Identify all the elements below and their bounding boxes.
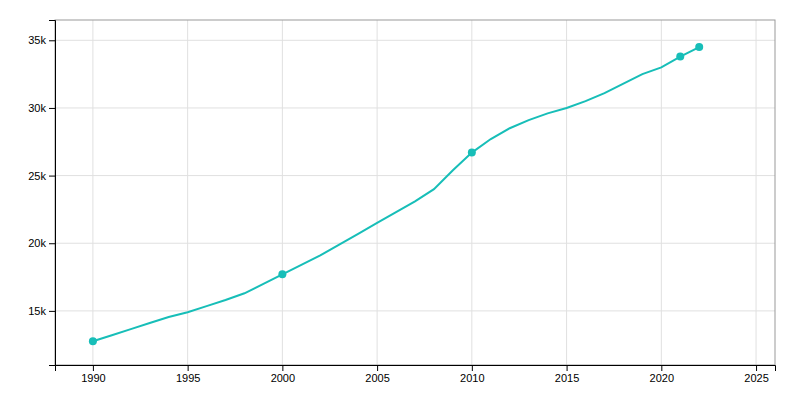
grid-line — [92, 20, 93, 365]
y-tick-label: 20k — [28, 237, 46, 249]
x-tick-mark — [282, 365, 283, 371]
x-tick-mark — [377, 365, 378, 371]
x-tick: 1990 — [81, 365, 105, 384]
x-tick-label: 1990 — [81, 372, 105, 384]
y-tick-label: 25k — [28, 170, 46, 182]
point — [468, 149, 476, 157]
x-tick-label: 2025 — [744, 372, 768, 384]
x-tick-label: 2000 — [271, 372, 295, 384]
y-tick: 25k — [28, 170, 55, 182]
grid-line — [55, 175, 775, 176]
grid-line — [377, 20, 378, 365]
grid-line — [471, 20, 472, 365]
x-tick: 2020 — [650, 365, 674, 384]
x-tick-mark — [188, 365, 189, 371]
x-tick-label: 2020 — [650, 372, 674, 384]
x-axis: 1990 1995 2000 2005 2010 2015 2020 2025 — [56, 365, 776, 384]
x-tick: 2015 — [555, 365, 579, 384]
y-tick: 20k — [28, 237, 55, 249]
x-tick-mark — [93, 365, 94, 371]
grid-line — [55, 243, 775, 244]
x-tick-label: 2015 — [555, 372, 579, 384]
point — [676, 53, 684, 61]
y-tick-mark — [49, 311, 55, 312]
plot: 1990 1995 2000 2005 2010 2015 2020 2025 15k 20k 25… — [28, 20, 775, 384]
x-tick-label: 1995 — [176, 372, 200, 384]
x-tick: 2000 — [271, 365, 295, 384]
plot-frame — [55, 20, 775, 365]
marks — [89, 43, 703, 345]
y-tick: 35k — [28, 34, 55, 46]
point — [278, 270, 286, 278]
x-tick-label: 2010 — [460, 372, 484, 384]
chart: 1990 1995 2000 2005 2010 2015 2020 2025 15k 20k 25… — [0, 0, 800, 400]
y-axis-line — [49, 21, 56, 366]
point — [89, 337, 97, 345]
grid-line — [55, 310, 775, 311]
y-tick-mark — [49, 243, 55, 244]
grid — [55, 20, 775, 365]
x-tick: 1995 — [176, 365, 200, 384]
x-tick-mark — [756, 365, 757, 371]
grid-line — [55, 40, 775, 41]
y-tick-mark — [49, 176, 55, 177]
y-tick-mark — [49, 108, 55, 109]
x-tick-mark — [567, 365, 568, 371]
y-tick-label: 30k — [28, 102, 46, 114]
x-tick: 2005 — [365, 365, 389, 384]
grid-line — [55, 107, 775, 108]
x-axis-line — [56, 366, 776, 372]
y-tick: 30k — [28, 102, 55, 114]
y-tick-label: 15k — [28, 305, 46, 317]
line — [93, 47, 699, 341]
grid-line — [661, 20, 662, 365]
grid-line — [282, 20, 283, 365]
x-tick: 2025 — [744, 365, 768, 384]
grid-line — [566, 20, 567, 365]
x-tick-label: 2005 — [365, 372, 389, 384]
x-tick: 2010 — [460, 365, 484, 384]
y-tick: 15k — [28, 305, 55, 317]
point — [695, 43, 703, 51]
x-tick-mark — [661, 365, 662, 371]
grid-line — [756, 20, 757, 365]
y-tick-label: 35k — [28, 34, 46, 46]
y-axis: 15k 20k 25k 30k 35k — [28, 21, 55, 366]
y-tick-mark — [49, 40, 55, 41]
x-tick-mark — [472, 365, 473, 371]
